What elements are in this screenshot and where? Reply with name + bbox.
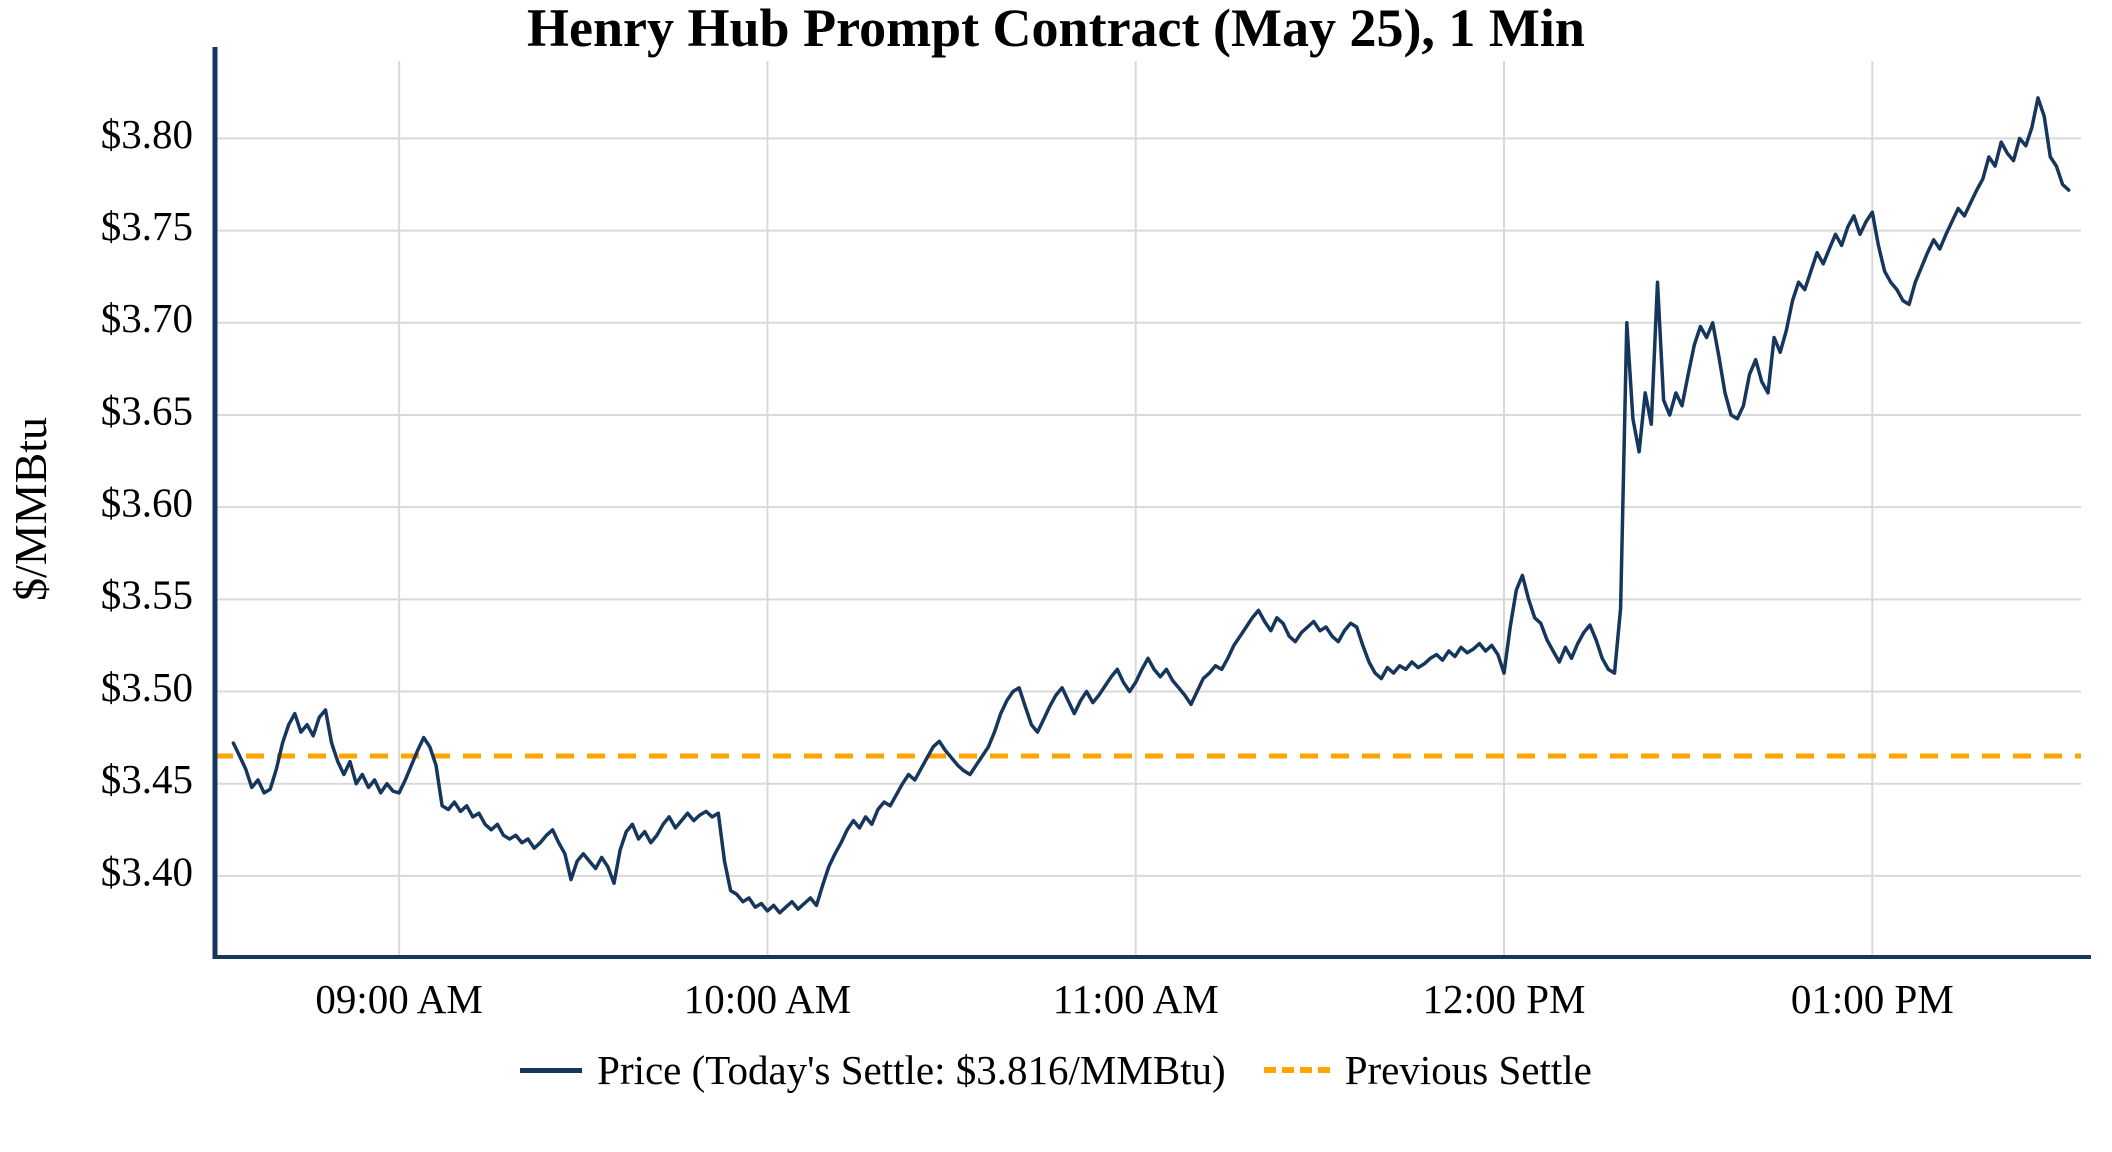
chart-title: Henry Hub Prompt Contract (May 25), 1 Mi… [527, 0, 1585, 58]
x-tick-label: 10:00 AM [684, 976, 851, 1022]
price-line [231, 96, 2071, 915]
y-tick-label: $3.75 [101, 203, 193, 249]
y-tick-label: $3.60 [101, 480, 193, 526]
price-line-swatch-icon [520, 1067, 583, 1073]
y-tick-label: $3.45 [101, 756, 193, 802]
x-tick-label: 12:00 PM [1423, 976, 1586, 1022]
x-tick-label: 11:00 AM [1053, 976, 1219, 1022]
y-tick-label: $3.80 [101, 111, 193, 157]
x-tick-label: 09:00 AM [315, 976, 482, 1022]
x-tick-label: 01:00 PM [1791, 976, 1954, 1022]
y-tick-label: $3.50 [101, 664, 193, 710]
y-tick-label: $3.70 [101, 295, 193, 341]
legend-settle-label: Previous Settle [1344, 1047, 1592, 1093]
y-axis-title: $/MMBtu [5, 417, 56, 601]
y-tick-label: $3.40 [101, 848, 193, 894]
legend-price-label: Price (Today's Settle: $3.816/MMBtu) [597, 1047, 1226, 1093]
y-tick-label: $3.65 [101, 387, 193, 433]
y-tick-label: $3.55 [101, 572, 193, 618]
settle-dashed-swatch-icon [1263, 1067, 1330, 1073]
chart-legend: Price (Today's Settle: $3.816/MMBtu) Pre… [0, 1046, 2112, 1094]
legend-item-price: Price (Today's Settle: $3.816/MMBtu) [520, 1046, 1226, 1094]
legend-item-previous-settle: Previous Settle [1263, 1046, 1592, 1094]
